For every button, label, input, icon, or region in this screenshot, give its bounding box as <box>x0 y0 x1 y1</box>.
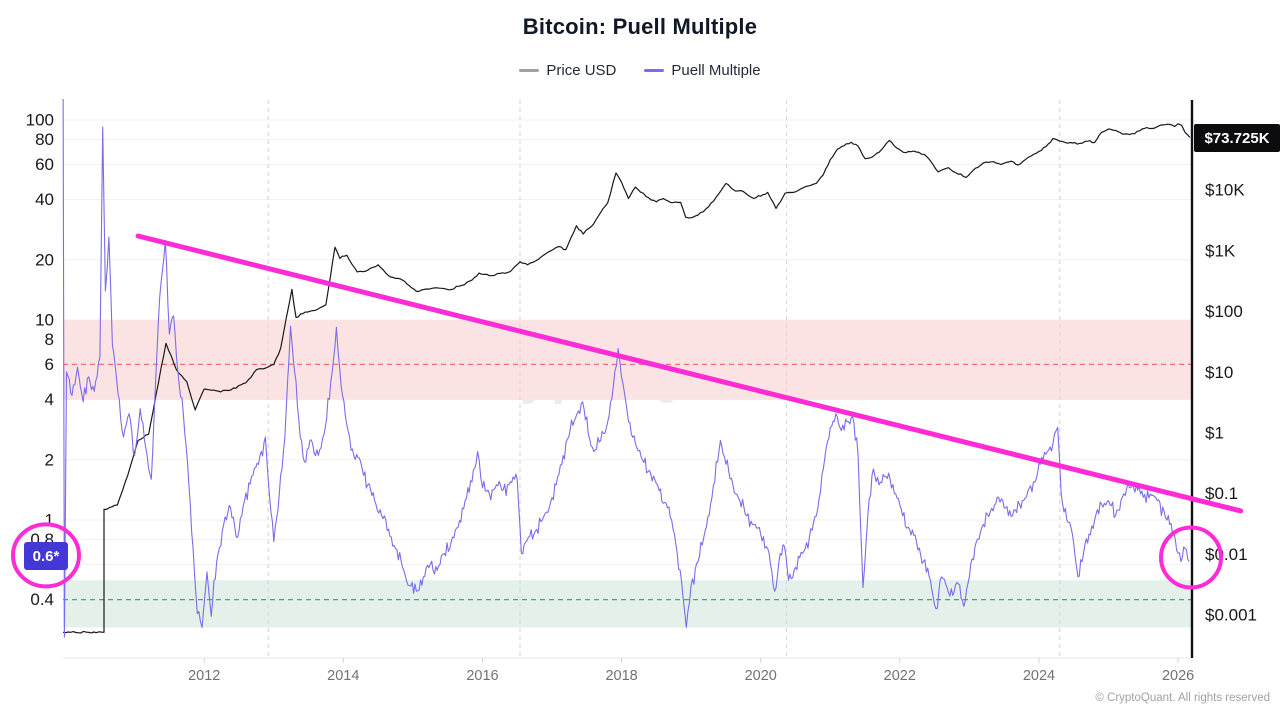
right-tick-label: $0.1 <box>1205 484 1238 503</box>
legend-item-price[interactable]: Price USD <box>519 62 616 79</box>
right-highlight-circle <box>1159 525 1223 590</box>
left-tick-label: 40 <box>35 190 54 209</box>
left-tick-label: 100 <box>26 111 54 130</box>
left-tick-label: 80 <box>35 130 54 149</box>
right-tick-label: $10 <box>1205 363 1233 382</box>
puell-line-swatch <box>644 69 665 72</box>
x-tick-label: 2018 <box>605 668 637 684</box>
x-tick-label: 2016 <box>466 668 498 684</box>
chart-title: Bitcoin: Puell Multiple <box>522 14 758 39</box>
left-tick-label: 0.4 <box>30 590 54 609</box>
undervalued-band <box>63 580 1192 628</box>
left-tick-label: 8 <box>45 330 54 349</box>
left-tick-label: 1 <box>45 511 54 530</box>
left-tick-label: 20 <box>35 250 54 269</box>
right-tick-label: $1K <box>1205 241 1236 260</box>
series-puell-multiple <box>62 99 1190 638</box>
left-tick-label: 10 <box>35 311 54 330</box>
left-tick-label: 60 <box>35 155 54 174</box>
current-price-badge: $73.725K <box>1194 124 1280 152</box>
x-tick-label: 2026 <box>1162 668 1194 684</box>
right-tick-label: $0.01 <box>1205 545 1248 564</box>
legend: Price USD Puell Multiple <box>0 62 1280 79</box>
left-tick-label: 2 <box>45 450 54 469</box>
right-tick-label: $0.001 <box>1205 606 1257 625</box>
series-price-usd <box>62 123 1191 634</box>
x-tick-label: 2022 <box>884 668 916 684</box>
x-tick-label: 2012 <box>188 668 220 684</box>
legend-label-price: Price USD <box>546 62 617 79</box>
price-line-swatch <box>519 69 540 72</box>
copyright-notice: © CryptoQuant. All rights reserved <box>1095 692 1270 704</box>
current-puell-badge: 0.6* <box>24 542 68 570</box>
legend-label-puell: Puell Multiple <box>671 62 761 79</box>
legend-item-puell[interactable]: Puell Multiple <box>644 62 761 79</box>
left-highlight-circle <box>11 522 81 589</box>
right-tick-label: $1 <box>1205 424 1224 443</box>
right-tick-label: $10K <box>1205 181 1245 200</box>
x-tick-label: 2014 <box>327 668 359 684</box>
x-tick-label: 2020 <box>745 668 777 684</box>
right-tick-label: $100 <box>1205 302 1243 321</box>
left-tick-label: 4 <box>45 390 54 409</box>
x-tick-label: 2024 <box>1023 668 1055 684</box>
downtrend-line <box>135 233 1244 514</box>
left-tick-label: 6 <box>45 355 54 374</box>
